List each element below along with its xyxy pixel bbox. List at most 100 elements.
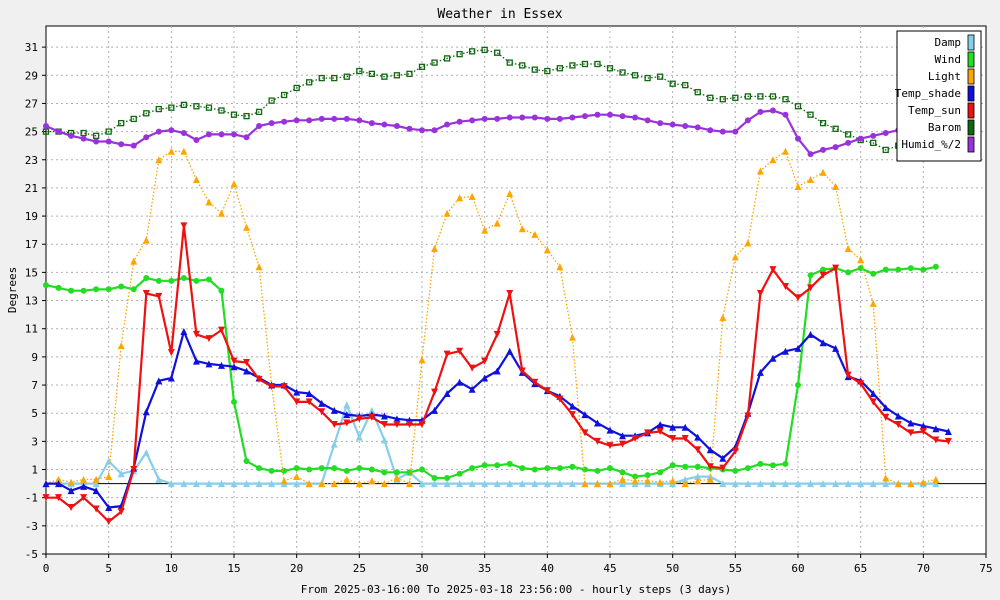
barom-point bbox=[744, 93, 752, 100]
y-tick-label: 13 bbox=[25, 295, 38, 308]
humid-2-point bbox=[594, 111, 601, 118]
wind-point bbox=[857, 265, 864, 272]
humid-2-point bbox=[231, 131, 237, 138]
damp-point bbox=[518, 480, 526, 488]
damp-point bbox=[756, 480, 764, 488]
barom-point bbox=[594, 60, 601, 68]
temp-sun-point bbox=[355, 415, 363, 423]
damp-point bbox=[619, 480, 627, 488]
light-point bbox=[619, 475, 627, 483]
barom-point bbox=[719, 96, 726, 103]
wind-point bbox=[644, 472, 651, 479]
damp-point bbox=[368, 406, 376, 414]
temp-sun-point bbox=[180, 222, 188, 230]
damp-point bbox=[431, 480, 439, 488]
barom-point bbox=[331, 74, 338, 82]
temp-shade-point bbox=[606, 426, 614, 434]
damp-point bbox=[192, 480, 200, 488]
y-tick-label: 25 bbox=[25, 126, 38, 139]
wind-point bbox=[393, 469, 400, 476]
damp-point bbox=[531, 480, 539, 488]
barom-point bbox=[280, 91, 288, 99]
x-tick-label: 0 bbox=[43, 562, 50, 575]
humid-2-point bbox=[281, 118, 288, 125]
light-point bbox=[305, 480, 313, 488]
temp-sun-point bbox=[431, 388, 439, 396]
light-point bbox=[518, 225, 526, 233]
legend-swatch-light bbox=[967, 68, 975, 85]
damp-point bbox=[293, 480, 301, 488]
temp-shade-point bbox=[243, 367, 251, 375]
temp-sun-point bbox=[769, 266, 777, 274]
temp-shade-point bbox=[907, 419, 915, 427]
damp-point bbox=[807, 480, 815, 488]
light-point bbox=[593, 480, 601, 488]
humid-2-point bbox=[43, 122, 49, 129]
light-point bbox=[55, 475, 63, 483]
temp-sun-point bbox=[456, 347, 464, 355]
light-point bbox=[318, 480, 326, 488]
humid-2-point bbox=[769, 107, 776, 114]
barom-point bbox=[356, 67, 363, 75]
legend-swatch-temp-sun bbox=[967, 102, 975, 119]
series-wind bbox=[43, 263, 939, 481]
light-point bbox=[243, 223, 251, 231]
humid-2-line bbox=[45, 109, 912, 156]
wind-point bbox=[882, 266, 889, 273]
damp-point bbox=[456, 480, 464, 488]
y-tick-label: 17 bbox=[25, 238, 38, 251]
light-point bbox=[907, 480, 915, 488]
wind-point bbox=[481, 462, 488, 469]
temp-shade-point bbox=[230, 363, 238, 371]
barom-point bbox=[468, 48, 476, 55]
x-tick-label: 65 bbox=[854, 562, 867, 575]
humid-2-point bbox=[544, 115, 551, 122]
temp-sun-point bbox=[807, 284, 815, 292]
series-barom bbox=[42, 46, 902, 154]
damp-point bbox=[443, 480, 451, 488]
light-point bbox=[832, 183, 840, 191]
damp-point bbox=[556, 480, 564, 488]
temp-sun-point bbox=[418, 420, 426, 428]
temp-sun-point bbox=[230, 357, 238, 365]
barom-point bbox=[105, 128, 112, 135]
temp-sun-point bbox=[556, 395, 564, 403]
light-point bbox=[844, 244, 852, 252]
x-tick-label: 70 bbox=[917, 562, 930, 575]
light-point bbox=[468, 192, 476, 200]
wind-point bbox=[168, 277, 175, 284]
barom-point bbox=[694, 89, 701, 96]
wind-point bbox=[143, 275, 150, 282]
barom-point bbox=[870, 139, 877, 147]
light-point bbox=[681, 480, 689, 488]
temp-sun-point bbox=[205, 335, 213, 343]
barom-point bbox=[243, 112, 250, 120]
barom-point bbox=[205, 104, 213, 111]
wind-point bbox=[68, 287, 75, 294]
temp-shade-point bbox=[380, 412, 388, 420]
wind-point bbox=[381, 469, 388, 476]
temp-sun-point bbox=[944, 437, 952, 445]
damp-point bbox=[343, 401, 351, 409]
temp-sun-point bbox=[857, 380, 865, 388]
damp-point bbox=[719, 480, 727, 488]
y-tick-label: 21 bbox=[25, 182, 38, 195]
humid-2-point bbox=[581, 113, 588, 120]
temp-shade-point bbox=[155, 377, 163, 385]
humid-2-point bbox=[393, 122, 400, 129]
humid-2-point bbox=[130, 142, 137, 149]
damp-point bbox=[506, 480, 514, 488]
humid-2-point bbox=[318, 115, 325, 122]
damp-point bbox=[180, 480, 188, 488]
light-point bbox=[756, 167, 764, 175]
temp-sun-point bbox=[142, 290, 150, 298]
wind-point bbox=[93, 286, 100, 293]
barom-point bbox=[381, 73, 388, 80]
temp-shade-point bbox=[919, 422, 927, 430]
light-point bbox=[869, 299, 877, 307]
y-tick-label: -1 bbox=[25, 492, 38, 505]
temp-shade-point bbox=[769, 354, 777, 362]
temp-sun-point bbox=[543, 387, 551, 395]
humid-2-point bbox=[657, 120, 664, 127]
